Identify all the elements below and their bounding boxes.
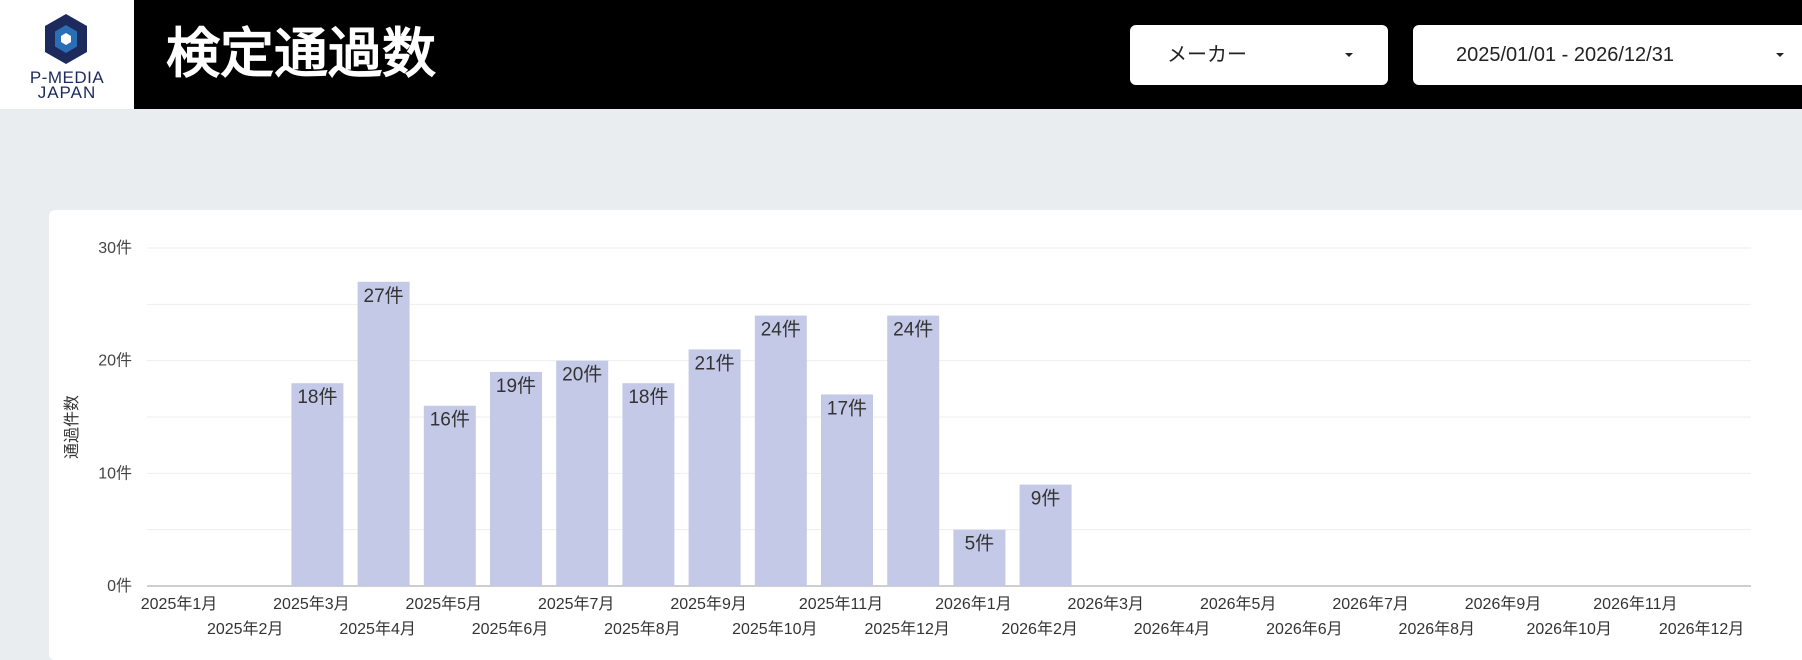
x-tick-label: 2025年5月	[406, 595, 483, 613]
hexagon-logo-icon	[45, 14, 87, 64]
y-tick-label: 20件	[98, 352, 132, 370]
bar-data-label: 18件	[628, 386, 668, 408]
bar	[490, 371, 542, 586]
x-tick-label: 2025年12月	[864, 620, 949, 638]
x-tick-label: 2025年2月	[207, 620, 284, 638]
bar-data-label: 21件	[695, 352, 735, 374]
x-tick-label: 2026年2月	[1001, 620, 1078, 638]
x-tick-label: 2025年7月	[538, 595, 615, 613]
x-tick-label: 2025年9月	[670, 595, 747, 613]
logo-text-line2: JAPAN	[37, 83, 97, 102]
bar-data-label: 27件	[364, 285, 404, 307]
x-tick-label: 2025年3月	[273, 595, 350, 613]
x-tick-label: 2026年6月	[1266, 620, 1343, 638]
bar-data-label: 17件	[827, 397, 867, 419]
x-tick-label: 2026年11月	[1593, 595, 1677, 613]
caret-down-icon	[1345, 53, 1353, 57]
y-tick-label: 0件	[107, 577, 132, 595]
x-tick-label: 2026年12月	[1659, 620, 1744, 638]
bar	[291, 383, 344, 586]
bar	[357, 281, 410, 586]
x-tick-label: 2025年6月	[472, 620, 549, 638]
x-tick-label: 2026年3月	[1068, 595, 1145, 613]
bar-data-label: 20件	[562, 364, 602, 386]
bar-data-label: 16件	[430, 409, 470, 431]
bar-data-label: 19件	[496, 375, 536, 397]
bar	[1019, 484, 1072, 586]
bar-data-label: 24件	[761, 319, 801, 341]
date-range-filter-dropdown[interactable]: 2025/01/01 - 2026/12/31	[1413, 25, 1802, 85]
caret-down-icon	[1776, 53, 1784, 57]
maker-filter-label: メーカー	[1167, 44, 1247, 66]
bar	[887, 315, 940, 586]
y-axis-title: 通過件数	[63, 395, 81, 459]
x-tick-label: 2026年10月	[1526, 620, 1611, 638]
bar-data-label: 24件	[893, 319, 933, 341]
bar	[622, 383, 675, 586]
y-tick-label: 30件	[98, 239, 132, 257]
x-tick-label: 2026年4月	[1134, 620, 1211, 638]
x-tick-label: 2025年11月	[799, 595, 883, 613]
bar-data-label: 18件	[297, 386, 337, 408]
y-tick-label: 10件	[98, 464, 132, 482]
x-tick-label: 2026年7月	[1332, 595, 1409, 613]
header-bar: P-MEDIA JAPAN 検定通過数 メーカー 2025/01/01 - 20…	[0, 0, 1802, 109]
bar	[556, 360, 609, 586]
logo-text-line1: P-MEDIA	[29, 68, 105, 87]
bar	[754, 315, 807, 586]
bar	[423, 405, 476, 586]
page-title: 検定通過数	[166, 22, 436, 85]
bar	[821, 394, 873, 586]
company-logo: P-MEDIA JAPAN	[0, 0, 134, 109]
bar	[688, 349, 741, 586]
bar-data-label: 5件	[965, 533, 995, 555]
x-tick-label: 2026年9月	[1465, 595, 1542, 613]
maker-filter-dropdown[interactable]: メーカー	[1130, 25, 1388, 85]
chart-card: 0件 10件 20件 30件通過件数 2025年1月 2025年2月 18件 2025年3月 2…	[49, 210, 1802, 660]
x-tick-label: 2026年8月	[1399, 620, 1476, 638]
x-tick-label: 2026年1月	[935, 595, 1012, 613]
date-range-label: 2025/01/01 - 2026/12/31	[1456, 44, 1674, 66]
x-tick-label: 2025年10月	[732, 620, 817, 638]
x-tick-label: 2025年1月	[141, 595, 218, 613]
x-tick-label: 2025年4月	[339, 620, 416, 638]
x-tick-label: 2026年5月	[1200, 595, 1277, 613]
x-tick-label: 2025年8月	[604, 620, 681, 638]
bar	[953, 529, 1006, 586]
bar-data-label: 9件	[1031, 488, 1061, 510]
